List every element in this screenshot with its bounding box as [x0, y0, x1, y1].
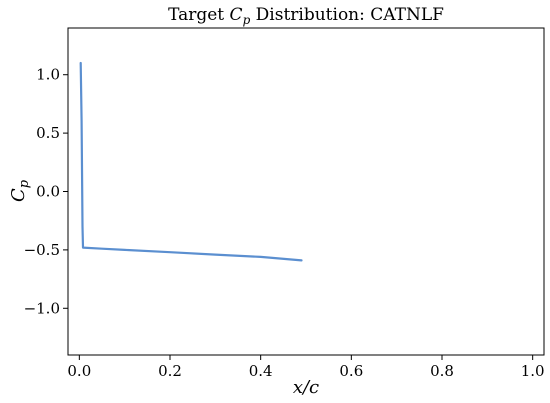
y-axis-ticks: −1.0 −0.5 0.0 0.5 1.0 [24, 66, 68, 317]
plot-area-frame [67, 27, 545, 356]
y-tick-label: 0.5 [36, 124, 60, 142]
y-tick-label: −1.0 [24, 299, 60, 317]
y-axis-label-subscript: p [17, 179, 32, 188]
series-group [79, 61, 303, 262]
chart-title: Target Cp Distribution: CATNLF [168, 5, 444, 27]
y-axis-label: Cp [8, 179, 32, 202]
cp-series-line [79, 61, 303, 262]
x-tick-label: 0.6 [339, 362, 363, 380]
x-tick-label: 0.4 [249, 362, 273, 380]
x-axis-ticks: 0.0 0.2 0.4 0.6 0.8 1.0 [67, 355, 545, 380]
chart-title-suffix: Distribution: CATNLF [250, 5, 444, 25]
chart-title-subscript: p [243, 13, 251, 27]
x-tick-label: 1.0 [521, 362, 545, 380]
x-axis-label: x/c [293, 377, 319, 398]
y-tick-label: 1.0 [36, 66, 60, 84]
chart-title-symbol: C [230, 5, 243, 25]
y-tick-label: −0.5 [24, 241, 60, 259]
x-tick-label: 0.0 [67, 362, 91, 380]
y-tick-label: 0.0 [36, 183, 60, 201]
x-tick-label: 0.2 [158, 362, 182, 380]
x-tick-label: 0.8 [430, 362, 454, 380]
y-axis-label-symbol: C [8, 188, 29, 202]
chart-title-prefix: Target [168, 5, 229, 25]
